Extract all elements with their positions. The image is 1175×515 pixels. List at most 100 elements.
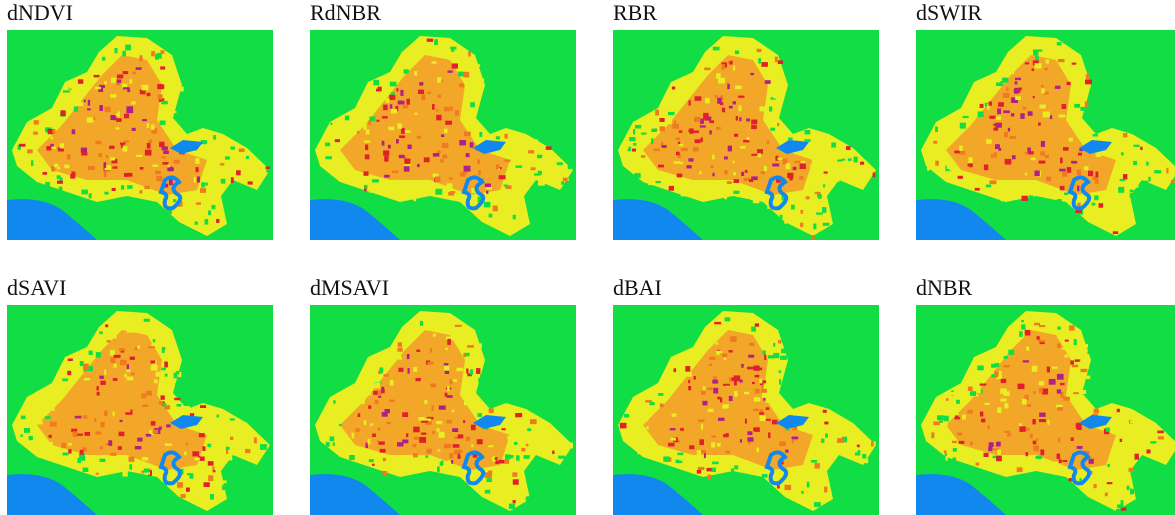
severity-patch: [197, 177, 200, 183]
severity-patch: [724, 194, 727, 199]
severity-patch: [998, 463, 1003, 466]
severity-patch: [399, 135, 405, 138]
severity-patch: [1115, 148, 1119, 151]
severity-patch: [1028, 111, 1033, 116]
severity-patch: [444, 129, 448, 133]
severity-patch: [210, 165, 216, 169]
severity-patch: [458, 455, 460, 459]
severity-patch: [143, 56, 147, 59]
severity-patch: [192, 451, 199, 456]
severity-patch: [1063, 147, 1069, 151]
severity-patch: [1130, 480, 1133, 484]
severity-patch: [672, 414, 677, 417]
severity-patch: [99, 331, 103, 334]
severity-patch: [95, 141, 101, 145]
severity-patch: [677, 453, 683, 456]
severity-patch: [1117, 432, 1121, 437]
severity-patch: [1039, 388, 1043, 393]
severity-patch: [842, 423, 847, 428]
burn-map: [916, 305, 1175, 515]
severity-patch: [994, 152, 997, 158]
severity-patch: [670, 428, 676, 430]
severity-patch: [708, 409, 714, 412]
severity-patch: [427, 362, 433, 365]
severity-patch: [444, 366, 449, 371]
severity-patch: [1060, 158, 1063, 164]
severity-patch: [63, 90, 70, 92]
severity-patch: [106, 155, 108, 158]
severity-patch: [1025, 330, 1031, 336]
severity-patch: [989, 442, 994, 447]
severity-patch: [383, 90, 385, 94]
severity-patch: [779, 370, 782, 373]
severity-patch: [958, 176, 963, 179]
severity-patch: [722, 354, 728, 358]
severity-patch: [478, 170, 480, 175]
severity-patch: [116, 127, 120, 129]
severity-patch: [207, 444, 211, 447]
severity-patch: [169, 179, 173, 185]
severity-patch: [383, 458, 386, 461]
severity-patch: [1041, 141, 1045, 147]
severity-patch: [31, 160, 33, 166]
severity-patch: [393, 180, 395, 184]
severity-patch: [424, 400, 427, 404]
severity-patch: [442, 143, 449, 148]
severity-patch: [764, 383, 767, 387]
severity-patch: [194, 458, 200, 461]
severity-patch: [740, 146, 745, 149]
severity-patch: [99, 376, 103, 379]
severity-patch: [1106, 428, 1110, 432]
severity-patch: [1006, 87, 1009, 91]
severity-patch: [452, 428, 458, 432]
severity-patch: [730, 336, 736, 342]
severity-patch: [955, 413, 959, 415]
severity-patch: [1085, 80, 1092, 85]
severity-patch: [339, 394, 341, 399]
severity-patch: [1036, 456, 1042, 459]
severity-patch: [1025, 62, 1030, 64]
burn-map: [7, 305, 273, 515]
severity-patch: [672, 87, 675, 90]
severity-patch: [546, 146, 552, 150]
severity-patch: [1074, 104, 1080, 108]
severity-patch: [1040, 151, 1045, 155]
severity-patch: [112, 188, 116, 191]
severity-patch: [214, 148, 219, 150]
severity-patch: [412, 444, 416, 447]
severity-patch: [506, 173, 508, 177]
severity-patch: [74, 107, 78, 112]
severity-patch: [1035, 171, 1040, 177]
severity-patch: [118, 446, 122, 450]
severity-patch: [52, 451, 56, 457]
severity-patch: [68, 449, 71, 454]
severity-patch: [450, 379, 453, 384]
severity-patch: [687, 165, 692, 168]
severity-patch: [755, 190, 760, 192]
severity-patch: [689, 100, 691, 105]
severity-patch: [805, 130, 811, 134]
severity-patch: [95, 431, 101, 434]
severity-patch: [348, 441, 351, 447]
severity-patch: [71, 172, 75, 176]
severity-patch: [739, 106, 742, 112]
severity-patch: [1080, 107, 1087, 111]
severity-patch: [1108, 494, 1112, 497]
severity-patch: [1057, 199, 1062, 201]
severity-patch: [645, 418, 648, 421]
severity-patch: [1077, 446, 1083, 449]
severity-patch: [372, 179, 379, 182]
severity-patch: [780, 356, 787, 360]
severity-patch: [504, 460, 509, 464]
severity-patch: [739, 117, 741, 121]
severity-patch: [933, 141, 937, 144]
severity-patch: [1094, 409, 1099, 414]
severity-patch: [984, 165, 988, 171]
severity-patch: [377, 356, 383, 360]
severity-patch: [854, 157, 858, 163]
severity-patch: [1113, 408, 1117, 412]
severity-patch: [438, 95, 441, 98]
severity-patch: [1078, 70, 1083, 72]
severity-patch: [509, 504, 515, 509]
severity-patch: [966, 450, 970, 452]
